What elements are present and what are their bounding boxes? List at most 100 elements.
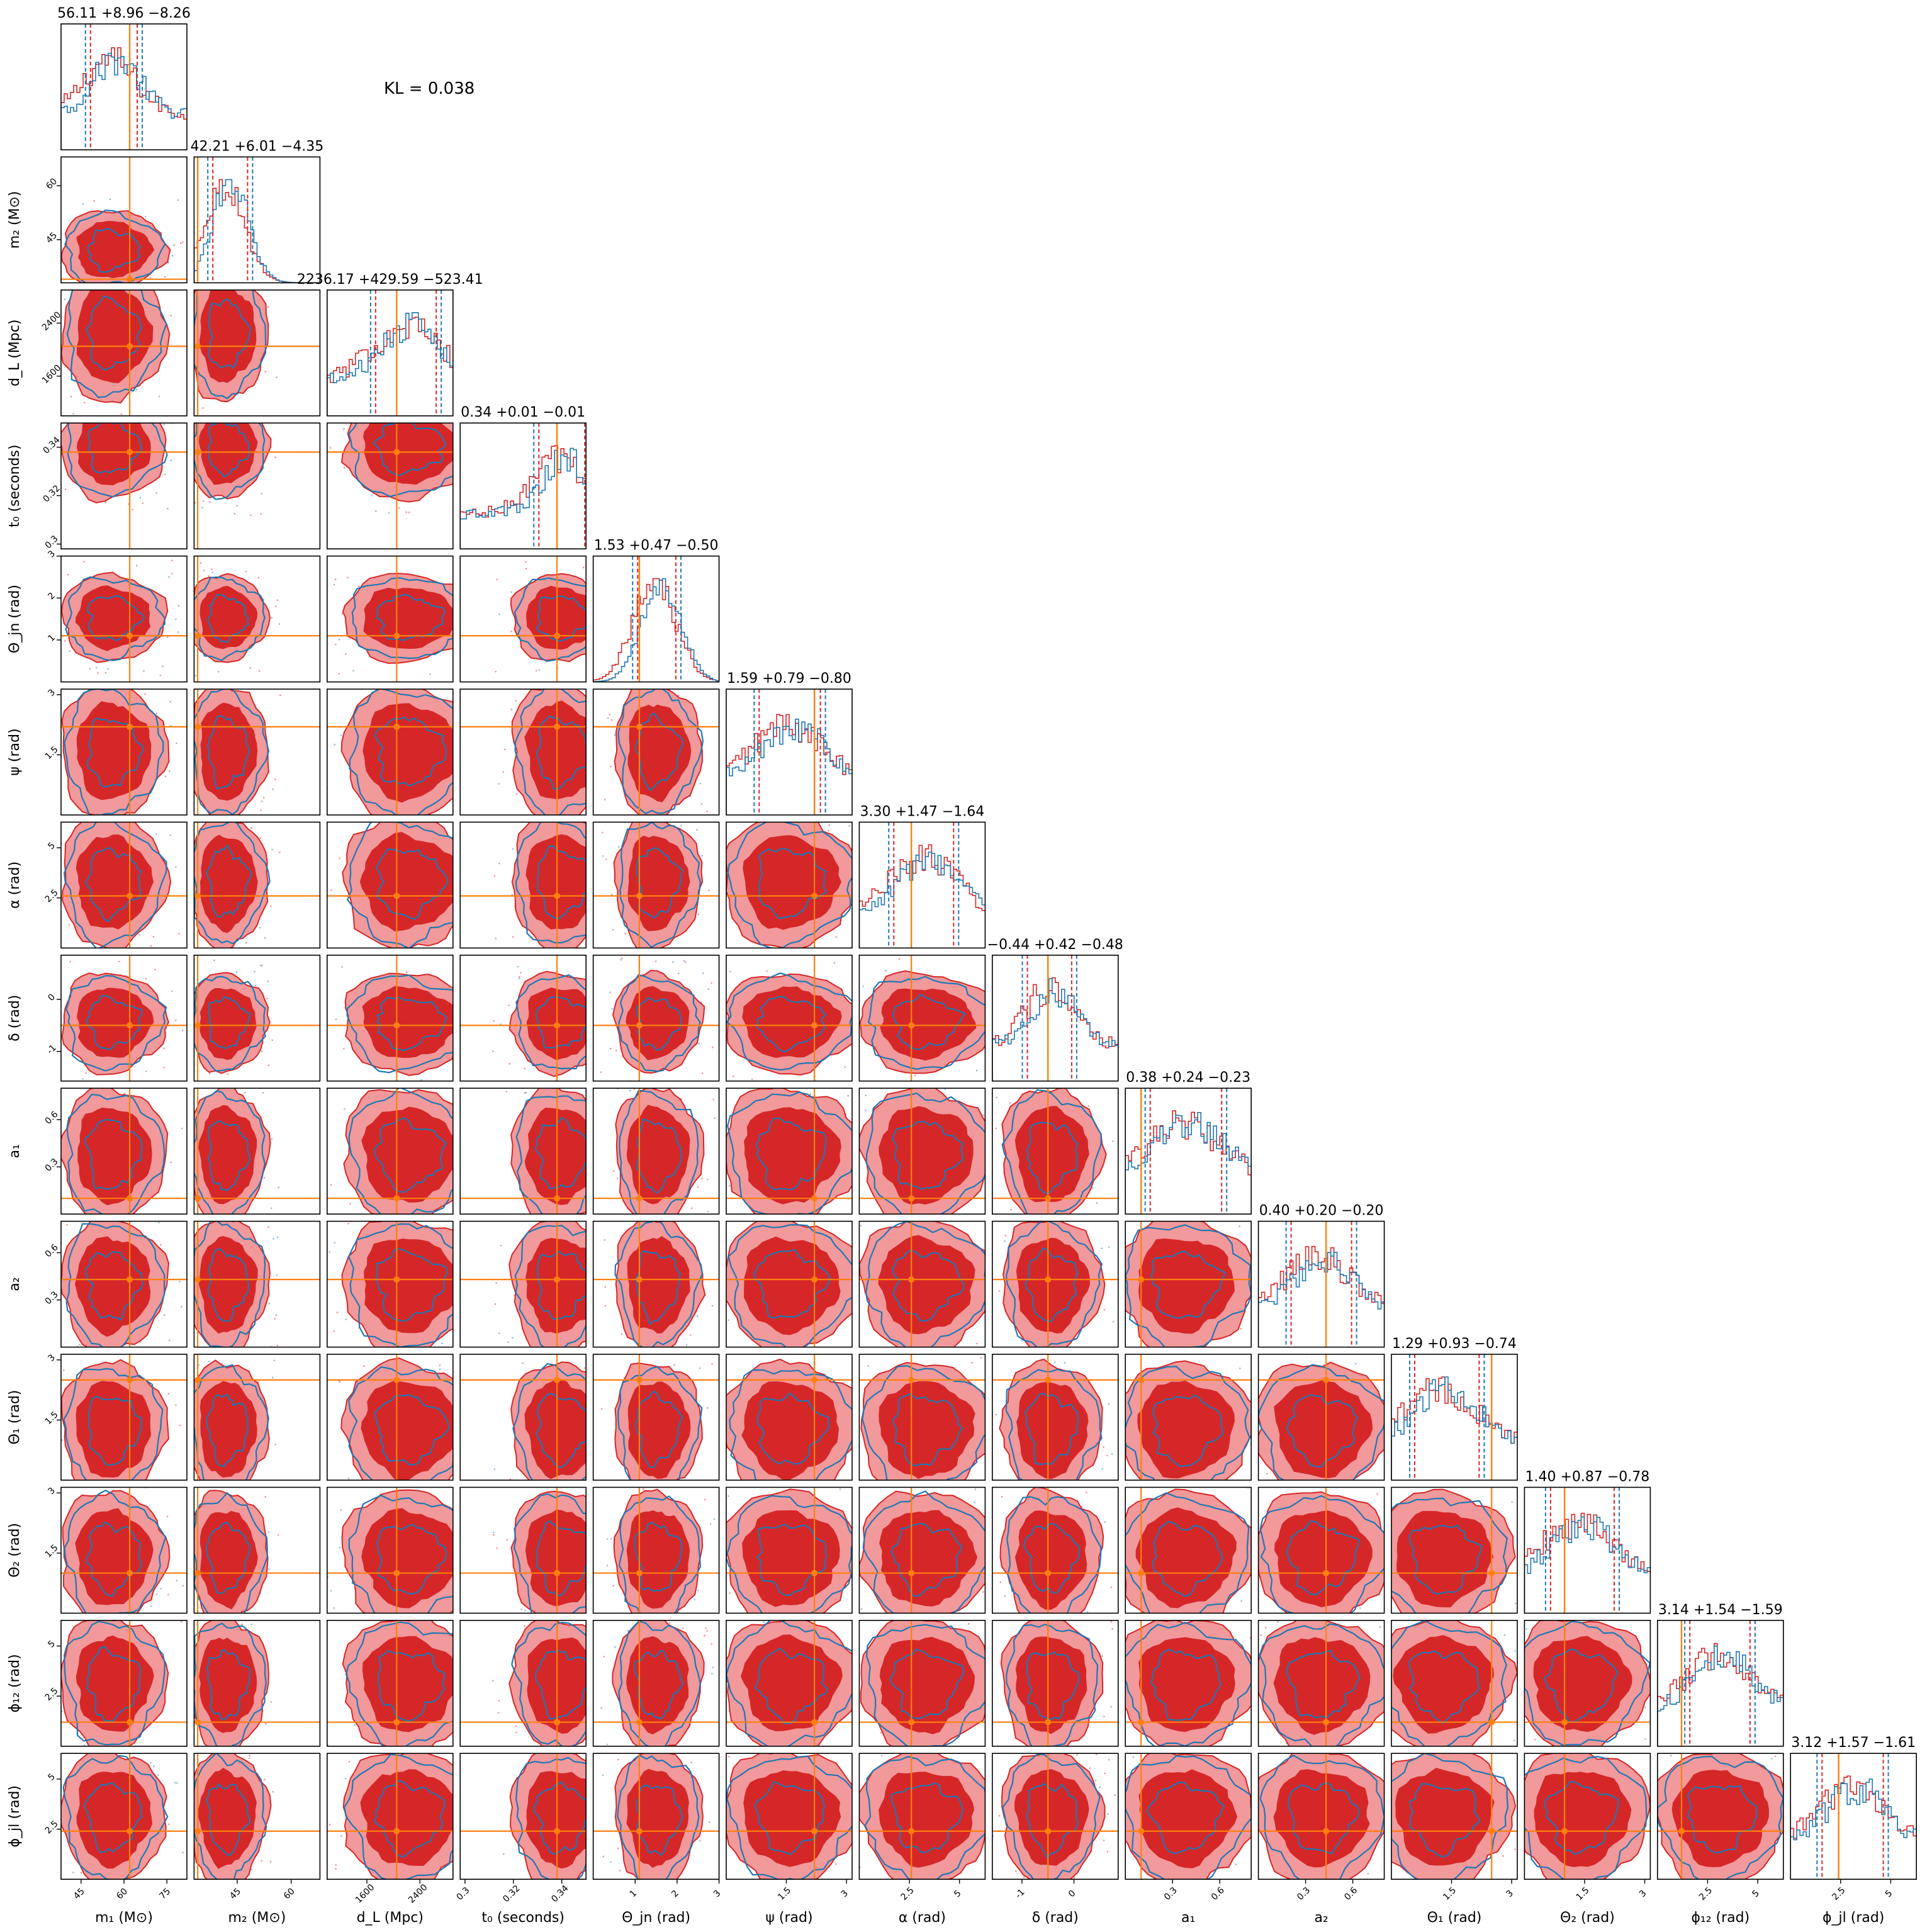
sample-point bbox=[643, 669, 644, 671]
sample-point bbox=[176, 781, 178, 783]
sample-point bbox=[602, 831, 604, 834]
sample-point bbox=[439, 1368, 441, 1370]
y-axis-label: t₀ (seconds) bbox=[7, 444, 23, 527]
sample-point bbox=[267, 1226, 269, 1228]
x-axis-label: a₁ bbox=[1181, 1910, 1195, 1926]
sample-point bbox=[45, 245, 47, 247]
sample-point bbox=[986, 1349, 987, 1351]
sample-point bbox=[1383, 1885, 1385, 1887]
contour-panel bbox=[726, 1620, 870, 1747]
sample-point bbox=[547, 1082, 549, 1084]
sample-point bbox=[517, 965, 519, 968]
sample-point bbox=[467, 1252, 469, 1254]
sample-point bbox=[167, 1593, 169, 1596]
sample-point bbox=[468, 757, 469, 759]
sample-point bbox=[1245, 1475, 1247, 1477]
sample-point bbox=[1250, 1880, 1252, 1882]
sample-point bbox=[1772, 1750, 1773, 1752]
sample-point bbox=[58, 1896, 60, 1898]
sample-point bbox=[234, 671, 236, 673]
sample-point bbox=[276, 1236, 279, 1238]
sample-point bbox=[340, 797, 342, 799]
sample-point bbox=[1143, 1615, 1145, 1617]
sample-point bbox=[614, 1646, 616, 1648]
sample-point bbox=[48, 286, 50, 288]
panel-title: 0.34 +0.01 −0.01 bbox=[461, 405, 585, 420]
sample-point bbox=[605, 1408, 607, 1410]
sample-point bbox=[1012, 1758, 1014, 1760]
sample-point bbox=[1064, 1362, 1066, 1364]
sample-point bbox=[1121, 1624, 1123, 1626]
sample-point bbox=[260, 809, 262, 811]
panel-frame bbox=[193, 821, 321, 949]
sample-point bbox=[707, 1211, 709, 1213]
sample-point bbox=[266, 280, 267, 282]
sample-point bbox=[840, 1763, 842, 1765]
sample-point bbox=[610, 1047, 612, 1050]
sample-point bbox=[66, 668, 68, 670]
sample-point bbox=[329, 447, 332, 449]
sample-point bbox=[1475, 1748, 1477, 1750]
contour-panel bbox=[1257, 1620, 1385, 1747]
panel-frame bbox=[1524, 1753, 1651, 1880]
sample-point bbox=[607, 805, 609, 807]
sample-point bbox=[880, 1731, 882, 1734]
reference-contour bbox=[1026, 1121, 1079, 1195]
sample-point bbox=[454, 963, 456, 965]
sample-point bbox=[678, 1351, 680, 1352]
sample-point bbox=[868, 1731, 870, 1733]
sample-point bbox=[271, 1138, 272, 1140]
sample-point bbox=[660, 1749, 662, 1751]
sample-point bbox=[558, 818, 560, 820]
contour-panel bbox=[1245, 1475, 1385, 1614]
sample-point bbox=[697, 1608, 699, 1610]
sample-point bbox=[723, 1415, 725, 1417]
sample-point bbox=[83, 1744, 86, 1746]
sample-point bbox=[1665, 1716, 1667, 1718]
sample-point bbox=[700, 803, 703, 805]
panel-frame bbox=[1125, 1753, 1252, 1880]
reference-contour bbox=[1286, 1649, 1361, 1719]
sample-point bbox=[53, 1880, 55, 1882]
sample-point bbox=[1094, 1779, 1097, 1782]
sample-point bbox=[614, 734, 615, 736]
sample-point bbox=[43, 393, 45, 395]
sample-point bbox=[493, 1468, 496, 1470]
sample-point bbox=[520, 1608, 522, 1610]
sample-point bbox=[95, 666, 98, 669]
sample-point bbox=[608, 859, 610, 861]
sample-point bbox=[602, 855, 604, 857]
contour-inner bbox=[198, 1767, 257, 1869]
sample-point bbox=[866, 1101, 868, 1103]
sample-point bbox=[794, 1084, 796, 1086]
sample-point bbox=[515, 1725, 517, 1727]
sample-point bbox=[697, 1186, 699, 1188]
sample-point bbox=[601, 1298, 603, 1300]
sample-point bbox=[1268, 1196, 1270, 1198]
sample-point bbox=[709, 1819, 710, 1821]
sample-point bbox=[175, 385, 177, 387]
sample-point bbox=[365, 1749, 367, 1751]
sample-point bbox=[70, 395, 72, 398]
sample-point bbox=[1042, 1615, 1044, 1617]
sample-point bbox=[45, 960, 47, 962]
sample-point bbox=[183, 968, 184, 970]
truth-point bbox=[194, 1276, 201, 1283]
sample-point bbox=[610, 765, 612, 768]
contour-panel bbox=[726, 1220, 853, 1348]
sample-point bbox=[854, 1070, 856, 1072]
sample-point bbox=[490, 580, 491, 582]
sample-point bbox=[270, 1207, 272, 1210]
sample-point bbox=[983, 1730, 985, 1732]
sample-point bbox=[177, 1086, 179, 1087]
contour-inner bbox=[879, 1381, 975, 1480]
panel-frame bbox=[592, 821, 720, 949]
sample-point bbox=[699, 1367, 701, 1369]
sample-point bbox=[610, 1537, 612, 1540]
reference-contour bbox=[1026, 1651, 1080, 1721]
contour-panel bbox=[726, 955, 853, 1082]
panel-frame bbox=[1391, 1753, 1518, 1880]
contour-panel bbox=[459, 688, 587, 820]
panel-title: 3.12 +1.57 −1.61 bbox=[1791, 1735, 1916, 1751]
sample-point bbox=[497, 1076, 499, 1077]
